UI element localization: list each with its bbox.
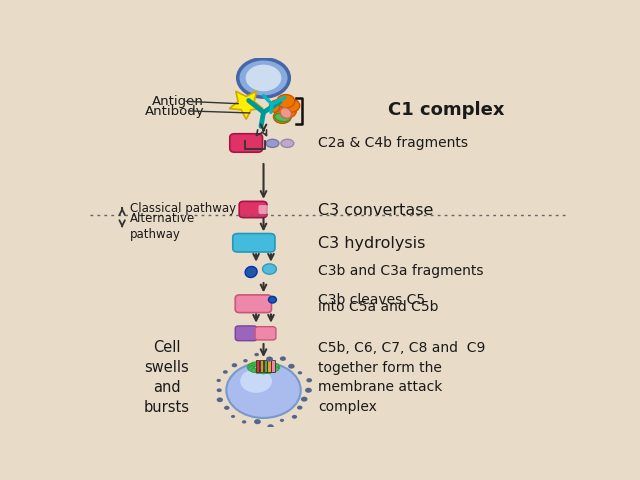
- Circle shape: [277, 95, 295, 108]
- Ellipse shape: [280, 108, 292, 119]
- Text: into C5a and C5b: into C5a and C5b: [318, 300, 438, 314]
- FancyBboxPatch shape: [255, 327, 276, 340]
- Ellipse shape: [269, 362, 276, 366]
- Circle shape: [217, 388, 221, 392]
- Circle shape: [240, 369, 272, 393]
- Text: C5b, C6, C7, C8 and  C9
together form the
membrane attack
complex: C5b, C6, C7, C8 and C9 together form the…: [318, 341, 486, 414]
- Ellipse shape: [275, 113, 290, 122]
- Ellipse shape: [247, 365, 254, 370]
- Circle shape: [237, 59, 289, 97]
- Circle shape: [242, 420, 246, 423]
- Text: C3b and C3a fragments: C3b and C3a fragments: [318, 264, 484, 278]
- Text: Alternative
pathway: Alternative pathway: [129, 212, 195, 241]
- Circle shape: [268, 424, 274, 429]
- FancyBboxPatch shape: [259, 205, 269, 214]
- Text: C3 convertase: C3 convertase: [318, 203, 433, 218]
- Ellipse shape: [265, 361, 272, 365]
- Circle shape: [297, 406, 303, 409]
- Ellipse shape: [273, 365, 280, 370]
- Circle shape: [273, 110, 291, 123]
- Ellipse shape: [251, 362, 258, 366]
- Text: C3 hydrolysis: C3 hydrolysis: [318, 236, 426, 251]
- Ellipse shape: [272, 367, 279, 371]
- Bar: [271, 360, 275, 372]
- Ellipse shape: [248, 363, 255, 368]
- Text: Antigen: Antigen: [152, 95, 204, 108]
- FancyBboxPatch shape: [236, 326, 257, 341]
- Bar: [268, 360, 271, 372]
- Circle shape: [292, 415, 297, 419]
- Circle shape: [307, 378, 312, 383]
- Text: C2a & C4b fragments: C2a & C4b fragments: [318, 136, 468, 150]
- Circle shape: [231, 415, 235, 418]
- Bar: [255, 360, 259, 372]
- Ellipse shape: [245, 266, 257, 277]
- Circle shape: [288, 364, 294, 369]
- Circle shape: [278, 105, 296, 118]
- Ellipse shape: [255, 369, 262, 373]
- Circle shape: [301, 396, 308, 402]
- Ellipse shape: [272, 363, 279, 368]
- Circle shape: [216, 379, 221, 382]
- Circle shape: [243, 359, 248, 362]
- Circle shape: [280, 419, 284, 422]
- Circle shape: [224, 406, 230, 410]
- Circle shape: [280, 356, 286, 361]
- FancyBboxPatch shape: [236, 295, 271, 312]
- Text: Classical pathway: Classical pathway: [129, 202, 236, 215]
- Circle shape: [232, 363, 237, 367]
- Circle shape: [266, 357, 273, 361]
- Ellipse shape: [260, 370, 267, 374]
- Ellipse shape: [269, 296, 276, 303]
- Ellipse shape: [281, 139, 294, 147]
- Text: Cell
swells
and
bursts: Cell swells and bursts: [144, 340, 190, 415]
- Polygon shape: [229, 91, 263, 120]
- Circle shape: [227, 362, 301, 418]
- Circle shape: [298, 371, 302, 374]
- Ellipse shape: [265, 369, 272, 373]
- Text: C1 complex: C1 complex: [388, 101, 504, 119]
- Circle shape: [246, 65, 282, 91]
- Ellipse shape: [260, 360, 267, 365]
- Circle shape: [269, 100, 287, 113]
- FancyBboxPatch shape: [233, 234, 275, 252]
- Ellipse shape: [251, 368, 258, 372]
- Ellipse shape: [255, 361, 262, 365]
- Circle shape: [254, 419, 261, 424]
- Bar: [260, 360, 263, 372]
- Ellipse shape: [269, 368, 276, 372]
- Ellipse shape: [248, 367, 255, 371]
- Circle shape: [262, 264, 276, 274]
- Circle shape: [254, 353, 259, 356]
- Circle shape: [305, 388, 312, 393]
- Text: Antibody: Antibody: [145, 105, 204, 118]
- FancyBboxPatch shape: [230, 134, 262, 152]
- Ellipse shape: [266, 139, 279, 147]
- Circle shape: [217, 397, 223, 402]
- Circle shape: [282, 99, 300, 112]
- Circle shape: [223, 370, 228, 374]
- FancyBboxPatch shape: [239, 202, 267, 217]
- Bar: [264, 360, 267, 372]
- Text: C3b cleaves C5: C3b cleaves C5: [318, 293, 425, 307]
